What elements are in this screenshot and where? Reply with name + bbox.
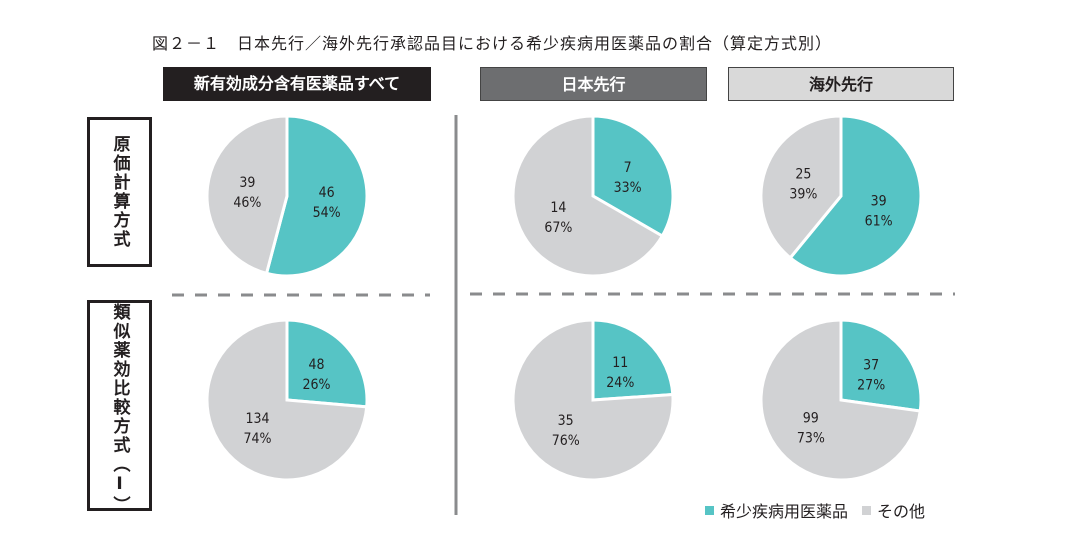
pie-label-orphan-pct: 61% <box>865 213 893 229</box>
pie-label-orphan-count: 46 <box>319 185 335 201</box>
pie: 11 24% 35 76% <box>511 318 675 482</box>
pie-slice-orphan <box>591 318 675 402</box>
pie-slice-orphan <box>285 318 369 409</box>
pie-label-orphan-count: 7 <box>624 160 632 176</box>
pie-label-orphan-count: 39 <box>871 193 887 209</box>
pie-label-orphan-pct: 26% <box>302 377 330 393</box>
pie-label-other-pct: 67% <box>544 220 572 236</box>
column-header-overseas-first: 海外先行 <box>728 67 954 101</box>
pie-slice-other <box>205 318 369 482</box>
legend-label-orphan: 希少疾病用医薬品 <box>720 502 849 521</box>
pie: 48 26% 134 74% <box>205 318 369 482</box>
pie-label-other-count: 99 <box>803 410 819 426</box>
legend-label-other: その他 <box>877 502 926 521</box>
pie-label-orphan-count: 48 <box>308 357 324 373</box>
pie-slice-orphan <box>839 318 923 413</box>
pie-label-other-count: 25 <box>795 167 811 183</box>
pie: 39 61% 25 39% <box>759 114 923 278</box>
chart-title: 図２－１ 日本先行／海外先行承認品目における希少疾病用医薬品の割合（算定方式別） <box>152 34 833 53</box>
pie-label-other-count: 14 <box>550 200 566 216</box>
pie-label-orphan-pct: 33% <box>614 180 642 196</box>
legend-swatch-other <box>862 505 872 515</box>
column-header-all: 新有効成分含有医薬品すべて <box>163 67 431 101</box>
pie: 46 54% 39 46% <box>205 114 369 278</box>
pie-label-orphan-pct: 24% <box>606 375 634 391</box>
pie-slice-orphan <box>264 114 369 278</box>
pie-label-other-pct: 76% <box>552 433 580 449</box>
pie-label-orphan-count: 37 <box>863 358 879 374</box>
pie-label-other-count: 39 <box>239 175 255 191</box>
pie-label-other-pct: 73% <box>797 430 825 446</box>
row-header-similar-efficacy: 類似薬効比較方式（Ⅰ） <box>87 300 152 515</box>
pie-slice-other <box>511 114 665 278</box>
pie: 37 27% 99 73% <box>759 318 923 482</box>
pie-label-orphan-count: 11 <box>612 355 628 371</box>
pie-label-orphan-pct: 27% <box>857 378 885 394</box>
pie-slice-other <box>205 114 289 276</box>
pie: 7 33% 14 67% <box>511 114 675 278</box>
pie-label-other-pct: 46% <box>233 195 261 211</box>
pie-label-orphan-pct: 54% <box>313 205 341 221</box>
pie-slice-orphan <box>788 114 923 278</box>
legend: 希少疾病用医薬品 その他 <box>705 498 925 522</box>
pie-slice-other <box>511 318 675 482</box>
pie-label-other-count: 35 <box>558 413 574 429</box>
column-header-japan-first: 日本先行 <box>480 67 707 101</box>
pie-label-other-count: 134 <box>245 411 269 427</box>
pie-slice-other <box>759 114 843 260</box>
pie-label-other-pct: 74% <box>244 431 272 447</box>
pie-label-other-pct: 39% <box>789 187 817 203</box>
row-header-cost-accounting: 原価計算方式 <box>87 117 152 267</box>
legend-swatch-orphan <box>705 505 714 515</box>
pie-slice-other <box>759 318 922 482</box>
